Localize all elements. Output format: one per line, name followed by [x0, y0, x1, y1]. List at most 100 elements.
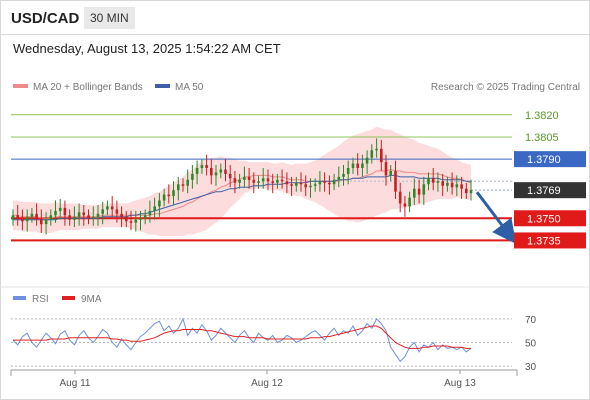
bollinger-band-area [13, 126, 471, 236]
candle-body [219, 169, 223, 173]
ma20-legend-label: MA 20 + Bollinger Bands [33, 82, 143, 93]
candle-body [417, 188, 421, 195]
rsi-panel: 70 50 30 [11, 315, 537, 373]
time-axis-label: Aug 11 [60, 378, 91, 389]
candle-body [25, 216, 29, 222]
candle-body [408, 197, 411, 207]
header-divider [0, 34, 590, 35]
candle-body [346, 168, 350, 174]
candle-body [162, 194, 166, 201]
candle-body [313, 184, 317, 186]
candle-body [191, 173, 194, 180]
research-credit: Research © 2025 Trading Central [431, 82, 580, 93]
candle-body [266, 178, 270, 182]
rsi-legend-swatch [13, 296, 26, 300]
candle-body [153, 206, 156, 211]
candle-body [342, 173, 345, 177]
candle-body [299, 182, 303, 185]
support-level-tag [514, 232, 586, 249]
candle-body [30, 213, 34, 217]
candle-body [139, 218, 142, 220]
candle-body [280, 179, 284, 182]
bollinger-band [13, 126, 471, 236]
projection-arrow [475, 191, 517, 245]
candle-body [309, 185, 312, 188]
candle-body [54, 210, 57, 216]
candle-body [247, 176, 251, 180]
candle-body [82, 212, 86, 216]
candle-body [375, 148, 378, 151]
candle-body [261, 178, 265, 182]
candle-body [431, 178, 435, 183]
candle-body [129, 221, 133, 223]
candle-body [96, 213, 100, 217]
candle-body [351, 163, 355, 168]
timeframe-badge[interactable]: 30 MIN [84, 7, 135, 29]
support-level-tag [514, 210, 586, 227]
time-axis-label: Aug 13 [444, 378, 476, 389]
candle-body [87, 215, 90, 219]
candle-body [318, 181, 322, 185]
candle-body [252, 179, 256, 183]
rsi-tick-label: 50 [525, 339, 537, 350]
support-level-value: 1.3750 [527, 213, 561, 225]
candle-body [469, 190, 473, 194]
candle-body [455, 184, 459, 188]
candle-body [181, 184, 185, 186]
candle-body [11, 215, 15, 220]
candle-body [276, 179, 279, 183]
candle-body [398, 191, 402, 204]
candlesticks [11, 138, 473, 235]
current-price-tag [514, 182, 586, 199]
pivot-level-tag [514, 151, 586, 168]
candle-body [356, 163, 359, 168]
candle-body [257, 181, 260, 183]
projection-arrow-line [475, 191, 517, 245]
candle-body [285, 181, 289, 185]
rsi-tick-label: 30 [525, 362, 537, 373]
rsi-ma-line [13, 325, 471, 349]
candle-body [115, 209, 119, 214]
candle-body [35, 213, 38, 219]
candle-body [186, 179, 189, 186]
ma50-legend-label: MA 50 [175, 82, 204, 93]
candle-body [337, 176, 341, 180]
candle-body [92, 216, 95, 219]
candle-body [214, 172, 218, 176]
resistance-level-label: 1.3805 [525, 132, 559, 144]
timestamp: Wednesday, August 13, 2025 1:54:22 AM CE… [13, 41, 281, 56]
candle-body [394, 171, 397, 192]
candle-body [328, 182, 331, 185]
time-axis-label: Aug 12 [251, 378, 283, 389]
candle-body [365, 157, 369, 164]
candle-body [21, 218, 24, 222]
candle-body [44, 219, 48, 225]
candle-body [148, 210, 152, 216]
candle-body [436, 181, 440, 183]
candle-body [238, 179, 241, 183]
candle-body [228, 173, 232, 179]
candle-body [224, 169, 227, 174]
candle-body [389, 171, 392, 176]
price-level-labels: 1.3820 1.3805 1.3790 1.3769 1.3750 1.3735 [514, 110, 586, 249]
ma20-legend-swatch [13, 84, 28, 88]
candle-body [450, 182, 454, 188]
candle-body [40, 218, 43, 225]
candle-body [143, 215, 147, 219]
candle-body [101, 209, 104, 214]
ma50-legend-swatch [155, 84, 170, 88]
candle-body [304, 184, 307, 188]
candle-body [361, 163, 364, 168]
candle-body [134, 219, 138, 223]
candle-body [158, 200, 161, 207]
candle-body [73, 216, 76, 220]
rsi-tick-label: 70 [525, 315, 537, 326]
candle-body [172, 190, 175, 197]
candle-body [446, 182, 449, 186]
candle-body [110, 206, 114, 210]
candle-body [210, 168, 213, 176]
rsi-line [12, 317, 472, 363]
candle-body [195, 168, 199, 174]
candle-body [370, 150, 374, 158]
